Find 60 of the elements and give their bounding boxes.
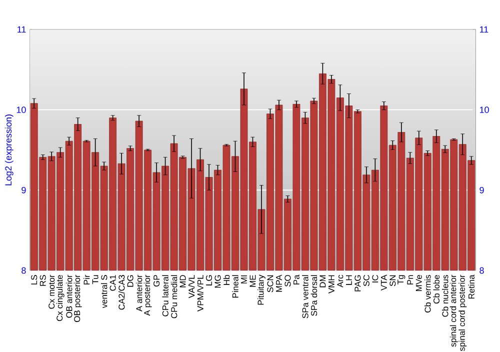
- x-tick-label: Pituitary: [258, 274, 266, 305]
- x-tick-label: VMH: [328, 275, 334, 294]
- x-tick-label: SC: [363, 274, 370, 286]
- x-tick-label: Cb nucleus: [442, 274, 448, 317]
- x-tick-label: CA1: [110, 274, 116, 291]
- x-tick-label: SN: [390, 275, 396, 286]
- x-tick-label: SCN: [267, 275, 274, 292]
- y-tick-label: 10: [16, 106, 26, 113]
- x-tick-label: Pir: [83, 274, 90, 284]
- y2-tick-label: 8: [480, 267, 484, 274]
- x-tick-label: VTA: [380, 274, 387, 290]
- x-tick-label: Hb: [223, 274, 230, 285]
- x-tick-label: MVe: [416, 274, 422, 291]
- y-tick-label: 11: [18, 26, 26, 32]
- x-tick-label: SPa ventral: [302, 275, 308, 318]
- x-tick-label: ventral S: [100, 274, 108, 308]
- x-tick-label: LG: [206, 275, 212, 286]
- x-tick-label: Cx cingulate: [56, 274, 64, 321]
- x-tick-label: Tu: [92, 275, 98, 284]
- x-tick-label: VA/VL: [188, 274, 195, 298]
- x-tick-label: ME: [250, 274, 256, 287]
- x-tick-label: Arc: [337, 274, 344, 288]
- x-tick-label: DG: [127, 275, 134, 287]
- x-tick-label: Pn: [407, 275, 414, 284]
- x-tick-label: SO: [284, 274, 291, 286]
- y2-tick-label: 10: [480, 106, 489, 113]
- x-tick-label: A anterior: [136, 274, 142, 312]
- x-tick-label: MD: [180, 274, 186, 288]
- x-tick-label: DM: [320, 275, 326, 288]
- x-tick-label: spinal cord posterior: [458, 274, 467, 351]
- x-tick-label: MPA: [276, 274, 282, 292]
- x-tick-label: spinal cord anterior: [450, 274, 458, 347]
- x-tick-label: Retina: [468, 274, 474, 298]
- x-tick-label: GP: [154, 275, 160, 286]
- x-tick-label: OB anterior: [66, 274, 72, 318]
- x-tick-label: Tg: [398, 275, 406, 284]
- x-tick-label: CPu lateral: [162, 275, 168, 316]
- y2-tick-label: 9: [480, 186, 484, 194]
- x-tick-label: Pineal: [232, 275, 238, 298]
- x-tick-label: RS: [40, 274, 46, 286]
- x-tick-label: Cb vermis: [424, 274, 431, 312]
- y-tick-label: 8: [22, 267, 26, 274]
- y-tick-label: 9: [22, 186, 26, 194]
- x-tick-label: LS: [31, 274, 38, 284]
- x-tick-label: IC: [372, 274, 378, 282]
- x-tick-label: Cb lobe: [433, 274, 440, 304]
- x-tick-label: CA2/CA3: [118, 274, 125, 310]
- x-tick-label: MG: [214, 275, 221, 288]
- x-tick-label: CPu medial: [170, 275, 178, 318]
- x-tick-label: Cx motor: [48, 274, 55, 309]
- x-tick-label: PAG: [354, 275, 361, 292]
- y2-tick-label: 11: [480, 26, 488, 32]
- x-tick-label: MI: [241, 275, 247, 284]
- y-axis-title: Log2 (expression): [4, 114, 14, 186]
- x-tick-label: VPM/VPL: [197, 274, 204, 312]
- x-tick-label: SPa dorsal: [310, 275, 318, 316]
- x-tick-label: A posterior: [144, 274, 152, 316]
- x-tick-label: LH: [346, 275, 352, 285]
- x-tick-label: OB posterior: [74, 274, 82, 322]
- x-tick-label: Pa: [293, 274, 300, 284]
